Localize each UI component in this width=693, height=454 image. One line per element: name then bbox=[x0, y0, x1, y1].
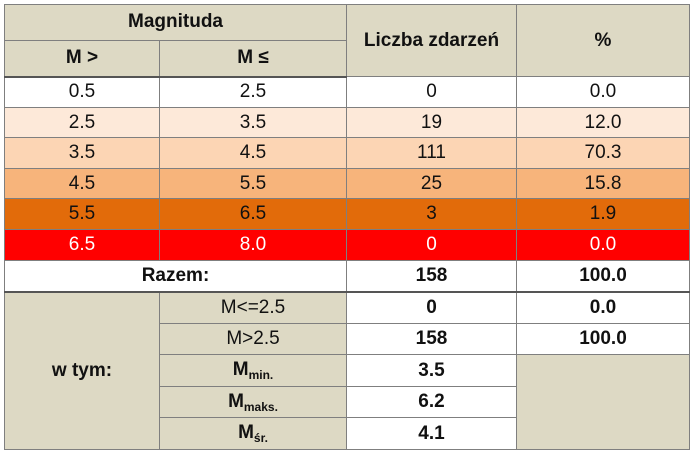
breakdown-label: w tym: bbox=[4, 291, 160, 450]
table-row: 0.5 2.5 0 0.0 bbox=[4, 76, 690, 108]
range-to: 2.5 bbox=[159, 76, 347, 108]
breakdown-min-label: Mmin. bbox=[159, 354, 347, 387]
event-count: 19 bbox=[346, 106, 517, 139]
range-from: 3.5 bbox=[4, 137, 160, 169]
range-from: 6.5 bbox=[4, 229, 160, 261]
breakdown-row: M>2.5 158 100.0 bbox=[5, 322, 690, 356]
table-row: 2.5 3.5 19 12.0 bbox=[4, 106, 690, 139]
percent-value: 0.0 bbox=[516, 76, 690, 108]
table-row: 4.5 5.5 25 15.8 bbox=[4, 167, 690, 200]
breakdown-row: w tym: M<=2.5 0 0.0 bbox=[4, 291, 690, 450]
breakdown-row: Mśr. 4.1 bbox=[5, 417, 690, 450]
table-row: 5.5 6.5 3 1.9 bbox=[4, 198, 690, 231]
breakdown-row: Mmin. 3.5 bbox=[5, 354, 690, 450]
min-subscript: min. bbox=[248, 368, 274, 383]
m-symbol: M bbox=[238, 422, 254, 444]
m-greater-header: M > bbox=[4, 39, 160, 78]
range-from: 0.5 bbox=[4, 76, 160, 108]
breakdown-min-value: 3.5 bbox=[346, 354, 517, 387]
breakdown-gt25-percent: 100.0 bbox=[516, 322, 690, 356]
breakdown-avg-value: 4.1 bbox=[346, 417, 517, 450]
percent-value: 0.0 bbox=[516, 229, 690, 261]
m-less-equal-header: M ≤ bbox=[159, 39, 347, 78]
range-from: 5.5 bbox=[4, 198, 160, 231]
breakdown-gt25-count: 158 bbox=[346, 322, 517, 356]
breakdown-row: Mmaks. 6.2 bbox=[5, 385, 690, 419]
percent-value: 12.0 bbox=[516, 106, 690, 139]
range-to: 4.5 bbox=[159, 137, 347, 169]
event-count: 0 bbox=[346, 229, 517, 261]
table-row: 3.5 4.5 111 70.3 bbox=[4, 137, 690, 169]
m-symbol: M bbox=[228, 390, 244, 412]
range-to: 6.5 bbox=[159, 198, 347, 231]
percent-value: 1.9 bbox=[516, 198, 690, 231]
breakdown-le25-label: M<=2.5 bbox=[159, 291, 347, 324]
max-subscript: maks. bbox=[243, 399, 278, 414]
range-from: 2.5 bbox=[4, 106, 160, 139]
m-symbol: M bbox=[232, 359, 249, 381]
percent-value: 15.8 bbox=[516, 167, 690, 200]
total-row: Razem: 158 100.0 bbox=[4, 259, 690, 293]
total-label: Razem: bbox=[4, 259, 347, 293]
percent-header: % bbox=[516, 3, 690, 78]
event-count: 0 bbox=[346, 76, 517, 108]
event-count: 25 bbox=[346, 167, 517, 200]
range-to: 3.5 bbox=[159, 106, 347, 139]
event-count-header: Liczba zdarzeń bbox=[346, 3, 517, 78]
range-to: 8.0 bbox=[159, 229, 347, 261]
breakdown-le25-count: 0 bbox=[346, 291, 517, 324]
magnitude-statistics-table: Magnituda Liczba zdarzeń % M > M ≤ 0.5 2… bbox=[4, 3, 690, 450]
breakdown-max-value: 6.2 bbox=[346, 385, 517, 419]
empty-cell bbox=[516, 354, 690, 450]
avg-subscript: śr. bbox=[253, 431, 268, 446]
range-from: 4.5 bbox=[4, 167, 160, 200]
range-to: 5.5 bbox=[159, 167, 347, 200]
breakdown-gt25-label: M>2.5 bbox=[159, 322, 347, 356]
breakdown-avg-label: Mśr. bbox=[159, 417, 347, 450]
total-count: 158 bbox=[346, 259, 517, 293]
event-count: 111 bbox=[346, 137, 517, 169]
total-percent: 100.0 bbox=[516, 259, 690, 293]
breakdown-le25-percent: 0.0 bbox=[516, 291, 690, 324]
breakdown-max-label: Mmaks. bbox=[159, 385, 347, 419]
magnitude-header: Magnituda bbox=[4, 4, 347, 41]
percent-value: 70.3 bbox=[516, 137, 690, 169]
table-row: 6.5 8.0 0 0.0 bbox=[4, 229, 690, 261]
event-count: 3 bbox=[346, 198, 517, 231]
